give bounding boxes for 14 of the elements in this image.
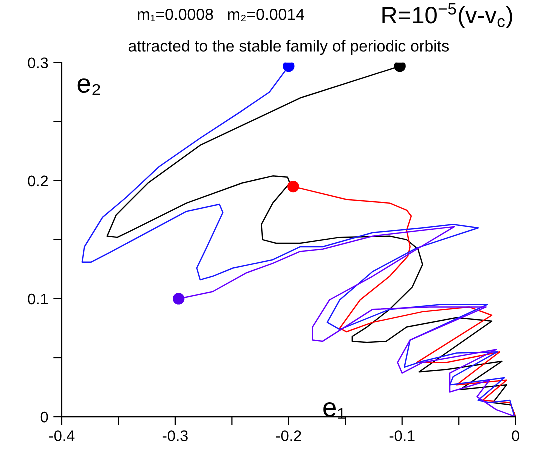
y-tick-label: 0 bbox=[40, 412, 48, 423]
chart-title: attracted to the stable family of periodic orbits bbox=[128, 40, 450, 56]
x-axis-title: e₁ bbox=[324, 402, 346, 419]
x-tick-label: -0.1 bbox=[390, 430, 415, 442]
y-tick-label: 0.1 bbox=[28, 294, 48, 305]
x-tick-label: 0 bbox=[512, 430, 520, 442]
text: R=10$^{−5}$(v-v$_{c}$) bbox=[382, 3, 512, 28]
x-tick-label: -0.3 bbox=[162, 430, 188, 442]
text: m₁=0.0008 m₂=0.0014 bbox=[138, 8, 304, 22]
y-tick-label: 0.3 bbox=[28, 58, 48, 69]
y-axis-title: e₂ bbox=[78, 78, 100, 96]
y-tick-label: 0.2 bbox=[28, 176, 48, 187]
x-tick-label: -0.2 bbox=[276, 430, 302, 442]
x-tick-label: -0.4 bbox=[50, 430, 75, 442]
